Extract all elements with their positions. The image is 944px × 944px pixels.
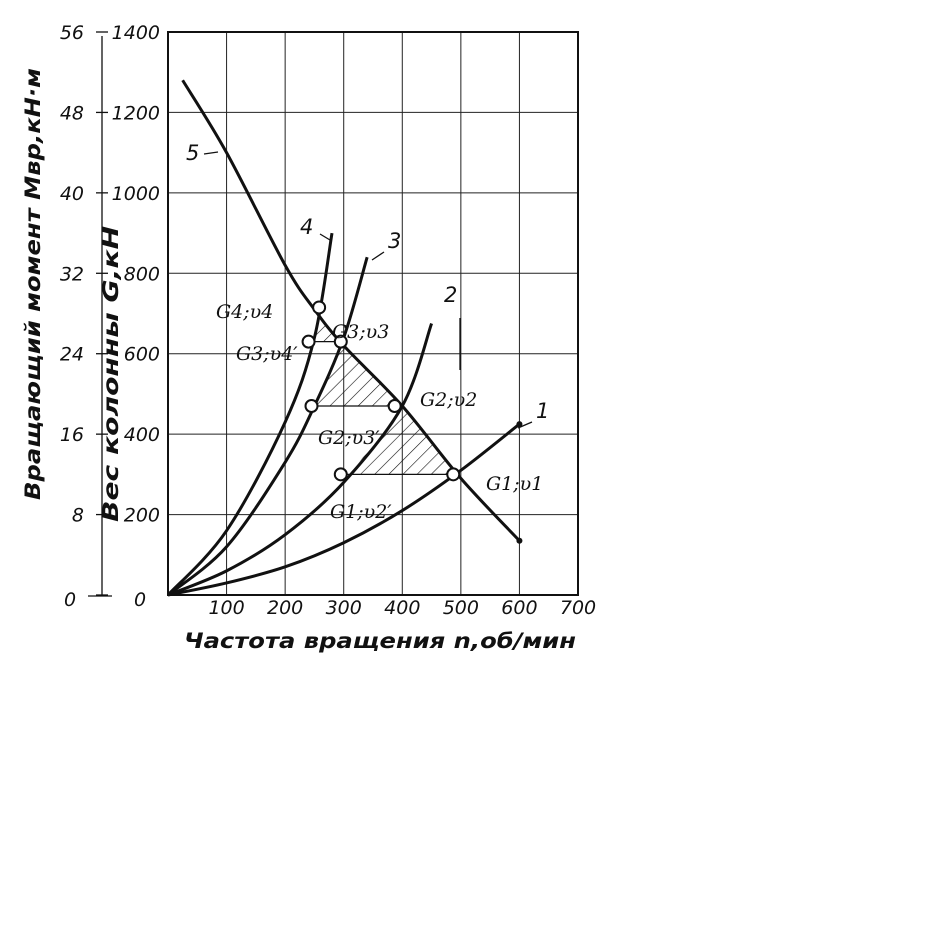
curve-1	[167, 422, 521, 597]
point-label: G3;υ3	[332, 321, 389, 343]
point-label: G2;υ2	[420, 389, 477, 411]
y-outer-axis-title: Вращающий момент Mвр,кН·м	[21, 68, 45, 500]
curve-label-1: 1	[536, 399, 549, 423]
x-tick-label: 0	[134, 589, 146, 611]
x-tick-label: 500	[443, 597, 479, 619]
curve-label-2: 2	[444, 283, 457, 307]
point-marker	[312, 300, 327, 315]
x-axis-title: Частота вращения n,об/мин	[184, 629, 576, 653]
labels: 1 2 3 4 5 G4;υ4 G3;υ3 G3;υ4′ G2;υ2 G2;υ3′ G1;υ1 G1;…	[186, 141, 549, 523]
y-outer-tick-label: 24	[60, 344, 84, 366]
curve-leader-3	[371, 251, 385, 261]
curve-leader-5	[203, 151, 219, 155]
y-inner-tick-label: 1200	[112, 102, 160, 124]
curve-end-1	[516, 421, 523, 428]
y-inner-axis-title: Вес колонны G,кН	[99, 225, 123, 522]
grid	[167, 31, 579, 596]
hatched-region-4-5	[313, 307, 341, 342]
point-label: G2;υ3′	[318, 427, 380, 449]
hatched-region-2-5	[349, 406, 458, 475]
y-inner-tick-label: 400	[124, 424, 160, 446]
y-inner-tick-label: 1000	[112, 183, 160, 205]
y-inner-tick-label: 200	[124, 505, 160, 527]
y-outer-tick-label: 8	[72, 505, 84, 527]
point-marker	[304, 398, 319, 413]
point-marker	[333, 334, 348, 349]
point-marker	[301, 334, 316, 349]
y-outer-tick-label: 56	[60, 22, 84, 44]
y-outer-tick-label: 48	[60, 102, 84, 124]
curve-label-4: 4	[300, 215, 313, 239]
curve-leader-1	[517, 421, 533, 429]
x-tick-label: 400	[384, 597, 420, 619]
x-tick-label: 700	[560, 597, 596, 619]
x-tick-label: 600	[501, 597, 537, 619]
y-inner-tick-label: 1400	[112, 22, 160, 44]
point-label: G4;υ4	[216, 301, 273, 323]
operating-points	[301, 300, 461, 482]
plot-frame	[167, 31, 579, 596]
x-tick-label: 200	[267, 597, 303, 619]
y-outer-tick-label: 40	[60, 183, 84, 205]
point-marker	[446, 467, 461, 482]
point-label: G1;υ1	[486, 473, 543, 495]
point-label: G1;υ2′	[330, 501, 392, 523]
curve-4	[166, 232, 334, 597]
point-marker	[387, 398, 402, 413]
curve-end-5	[516, 537, 523, 544]
y-inner-tick-label: 800	[124, 263, 160, 285]
curve-leader-4	[319, 233, 331, 241]
curve-label-5: 5	[186, 141, 199, 165]
y-inner-tick-label: 600	[124, 344, 160, 366]
y-outer-tick-label: 16	[60, 424, 84, 446]
point-marker	[333, 467, 348, 482]
x-tick-label: 100	[208, 597, 244, 619]
curve-2	[167, 323, 433, 597]
curve-label-3: 3	[388, 229, 401, 253]
y-outer-tick-label: 0	[64, 589, 76, 611]
point-label: G3;υ4′	[236, 343, 298, 365]
x-tick-label: 300	[326, 597, 362, 619]
curve-3	[167, 256, 369, 597]
y-outer-tick-label: 32	[60, 263, 84, 285]
